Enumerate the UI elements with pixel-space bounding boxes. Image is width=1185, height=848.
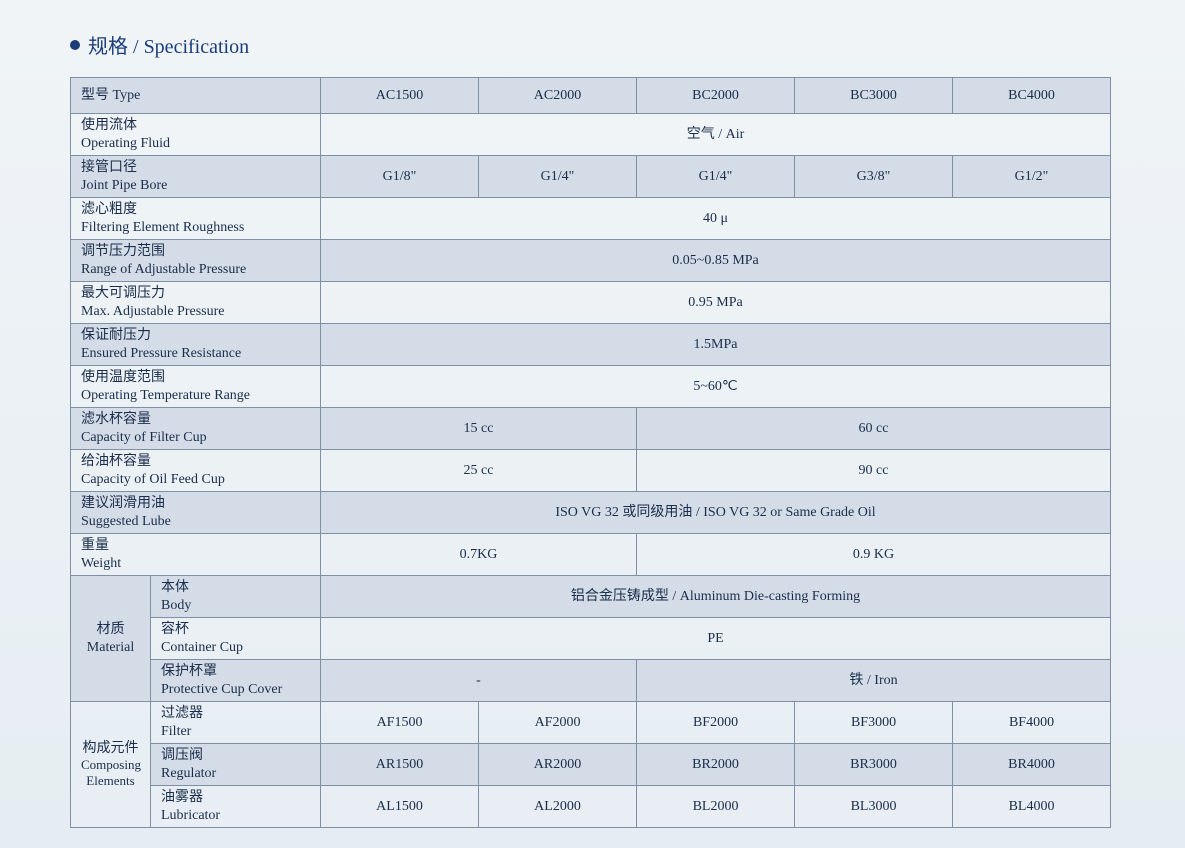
cell: BC4000: [953, 78, 1111, 114]
table-row: 保证耐压力Ensured Pressure Resistance 1.5MPa: [71, 324, 1111, 366]
cell: BL4000: [953, 786, 1111, 828]
cell-label: 调压阀Regulator: [151, 744, 321, 786]
cell-label: 保护杯罩Protective Cup Cover: [151, 660, 321, 702]
cell: -: [321, 660, 637, 702]
cell-type-label: 型号 Type: [71, 78, 321, 114]
table-row: 油雾器Lubricator AL1500 AL2000 BL2000 BL300…: [71, 786, 1111, 828]
heading-cn: 规格: [88, 36, 128, 58]
cell: BC2000: [637, 78, 795, 114]
cell-label: 容杯Container Cup: [151, 618, 321, 660]
cell-label: 油雾器Lubricator: [151, 786, 321, 828]
cell: 0.05~0.85 MPa: [321, 240, 1111, 282]
cell-label: 接管口径Joint Pipe Bore: [71, 156, 321, 198]
section-heading: 规格 / Specification: [70, 30, 1115, 59]
cell: PE: [321, 618, 1111, 660]
page: 规格 / Specification 型号 Type AC1500 AC2000…: [0, 0, 1185, 848]
cell: 铁 / Iron: [637, 660, 1111, 702]
bullet-icon: [70, 40, 80, 50]
cell: AL1500: [321, 786, 479, 828]
cell: 铝合金压铸成型 / Aluminum Die-casting Forming: [321, 576, 1111, 618]
cell-group-material: 材质Material: [71, 576, 151, 702]
cell: BC3000: [795, 78, 953, 114]
table-row: 构成元件Composing Elements 过滤器Filter AF1500 …: [71, 702, 1111, 744]
heading-sep: /: [128, 36, 144, 58]
cell: BF2000: [637, 702, 795, 744]
table-row: 重量Weight 0.7KG 0.9 KG: [71, 534, 1111, 576]
table-row: 使用流体Operating Fluid 空气 / Air: [71, 114, 1111, 156]
cell: 90 cc: [637, 450, 1111, 492]
table-row: 保护杯罩Protective Cup Cover - 铁 / Iron: [71, 660, 1111, 702]
table-row: 型号 Type AC1500 AC2000 BC2000 BC3000 BC40…: [71, 78, 1111, 114]
cell-label: 本体Body: [151, 576, 321, 618]
table-row: 给油杯容量Capacity of Oil Feed Cup 25 cc 90 c…: [71, 450, 1111, 492]
table-row: 调节压力范围Range of Adjustable Pressure 0.05~…: [71, 240, 1111, 282]
cell: ISO VG 32 或同级用油 / ISO VG 32 or Same Grad…: [321, 492, 1111, 534]
cell: 1.5MPa: [321, 324, 1111, 366]
cell: AF2000: [479, 702, 637, 744]
table-row: 滤心粗度Filtering Element Roughness 40 μ: [71, 198, 1111, 240]
cell: 0.95 MPa: [321, 282, 1111, 324]
cell-label: 重量Weight: [71, 534, 321, 576]
cell: 0.7KG: [321, 534, 637, 576]
heading-text: 规格 / Specification: [88, 30, 249, 59]
cell: BF3000: [795, 702, 953, 744]
cell-label: 使用流体Operating Fluid: [71, 114, 321, 156]
cell: AR2000: [479, 744, 637, 786]
cell: BL2000: [637, 786, 795, 828]
table-row: 最大可调压力Max. Adjustable Pressure 0.95 MPa: [71, 282, 1111, 324]
cell: G1/4": [637, 156, 795, 198]
cell-label: 使用温度范围Operating Temperature Range: [71, 366, 321, 408]
table-row: 使用温度范围Operating Temperature Range 5~60℃: [71, 366, 1111, 408]
table-row: 调压阀Regulator AR1500 AR2000 BR2000 BR3000…: [71, 744, 1111, 786]
cell: AL2000: [479, 786, 637, 828]
cell: BR4000: [953, 744, 1111, 786]
cell: G1/2": [953, 156, 1111, 198]
cell: AC2000: [479, 78, 637, 114]
spec-table: 型号 Type AC1500 AC2000 BC2000 BC3000 BC40…: [70, 77, 1111, 828]
cell: G1/8": [321, 156, 479, 198]
cell-label: 调节压力范围Range of Adjustable Pressure: [71, 240, 321, 282]
table-row: 材质Material 本体Body 铝合金压铸成型 / Aluminum Die…: [71, 576, 1111, 618]
cell: G3/8": [795, 156, 953, 198]
heading-en: Specification: [144, 36, 250, 58]
cell-label: 保证耐压力Ensured Pressure Resistance: [71, 324, 321, 366]
cell: BR3000: [795, 744, 953, 786]
cell: BL3000: [795, 786, 953, 828]
table-row: 容杯Container Cup PE: [71, 618, 1111, 660]
cell: BR2000: [637, 744, 795, 786]
cell: 25 cc: [321, 450, 637, 492]
cell: AF1500: [321, 702, 479, 744]
cell: 0.9 KG: [637, 534, 1111, 576]
cell-label: 最大可调压力Max. Adjustable Pressure: [71, 282, 321, 324]
cell-label: 给油杯容量Capacity of Oil Feed Cup: [71, 450, 321, 492]
table-row: 滤水杯容量Capacity of Filter Cup 15 cc 60 cc: [71, 408, 1111, 450]
cell: G1/4": [479, 156, 637, 198]
cell: 5~60℃: [321, 366, 1111, 408]
cell-label: 过滤器Filter: [151, 702, 321, 744]
table-row: 建议润滑用油Suggested Lube ISO VG 32 或同级用油 / I…: [71, 492, 1111, 534]
cell-label: 滤心粗度Filtering Element Roughness: [71, 198, 321, 240]
cell-group-composing: 构成元件Composing Elements: [71, 702, 151, 828]
cell: 60 cc: [637, 408, 1111, 450]
cell: AC1500: [321, 78, 479, 114]
cell: BF4000: [953, 702, 1111, 744]
cell-label: 滤水杯容量Capacity of Filter Cup: [71, 408, 321, 450]
cell: 40 μ: [321, 198, 1111, 240]
table-row: 接管口径Joint Pipe Bore G1/8" G1/4" G1/4" G3…: [71, 156, 1111, 198]
cell-label: 建议润滑用油Suggested Lube: [71, 492, 321, 534]
cell: AR1500: [321, 744, 479, 786]
cell: 15 cc: [321, 408, 637, 450]
cell: 空气 / Air: [321, 114, 1111, 156]
